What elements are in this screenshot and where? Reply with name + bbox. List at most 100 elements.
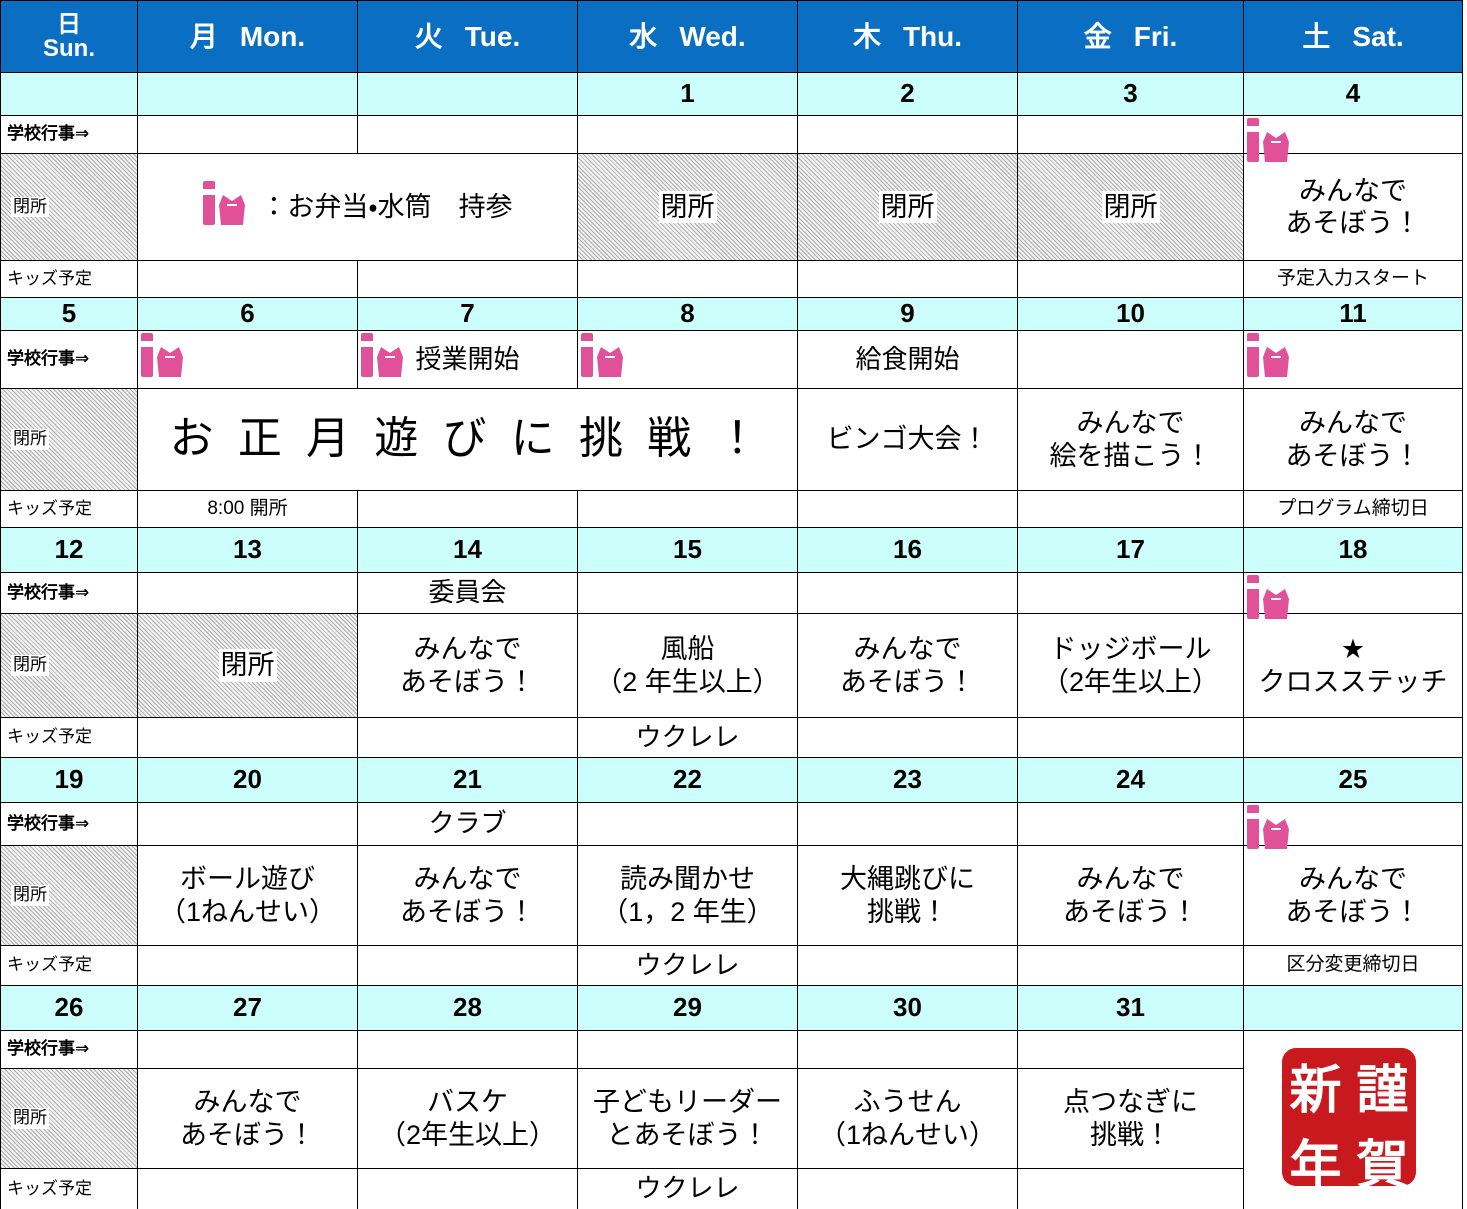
date: 22 [673,764,702,795]
school-cell: クラブ [357,802,578,846]
date: 4 [1345,78,1361,109]
school-cell [577,115,798,154]
main-cell: 風船 （2 年生以上） [577,613,798,718]
stamp-cell [1243,1030,1463,1209]
school-cell [577,330,798,389]
kids-cell [357,717,578,758]
row-label: キッズ予定 [0,260,138,298]
bottle [1247,118,1259,162]
date-cell [1243,985,1463,1031]
school-cell [577,572,798,614]
date-cell: 8 [577,297,798,331]
day-jp: 火 [414,20,443,52]
date-cell: 26 [0,985,138,1031]
date-cell: 15 [577,527,798,573]
school-text: 授業開始 [415,343,520,374]
main-cell: みんなで 絵を描こう！ [1017,388,1244,491]
kids-cell [1017,717,1244,758]
row-label: キッズ予定 [0,1168,138,1209]
date: 30 [893,992,922,1023]
row-label: 閉所 [0,613,138,718]
date-cell: 4 [1243,72,1463,116]
school-cell: 給食開始 [797,330,1018,389]
date-cell [0,72,138,116]
main-cell: みんなで あそぼう！ [1243,388,1463,491]
main-cell: バスケ （2年生以上） [357,1068,578,1169]
date: 18 [1338,534,1368,565]
main-text: みんなで あそぼう！ [1063,864,1198,927]
main-cell: 子どもリーダー とあそぼう！ [577,1068,798,1169]
date-cell: 16 [797,527,1018,573]
kids-cell [797,490,1018,528]
school-cell [1017,572,1244,614]
bottle [361,333,373,377]
kids-cell [137,717,358,758]
main-text: 閉所 [1101,190,1160,224]
kids-cell [137,945,358,986]
main-text: みんなで あそぼう！ [180,1087,315,1150]
date-cell: 5 [0,297,138,331]
date: 17 [1116,534,1145,565]
date-cell: 12 [0,527,138,573]
main-text: みんなで あそぼう！ [1285,864,1421,927]
day-en: Tue. [464,20,521,52]
bottle-band [203,189,216,196]
bundle [377,347,403,377]
main-text: 子どもリーダー とあそぼう！ [593,1087,782,1150]
date-cell: 21 [357,757,578,803]
main-text: ビンゴ大会！ [826,424,989,455]
kids-text: 区分変更締切日 [1286,954,1420,976]
school-cell [1243,115,1463,162]
school-cell [797,115,1018,154]
date-cell [137,72,358,116]
row-label: 学校行事⇒ [0,115,138,154]
date-cell [357,72,578,116]
date-cell: 23 [797,757,1018,803]
school-cell: 委員会 [357,572,578,614]
bento-icon [360,331,404,386]
bottle [141,333,153,377]
school-cell [797,572,1018,614]
row-label-text: 閉所 [11,196,49,218]
row-label-text: キッズ予定 [5,268,94,290]
new-year-stamp: 新謹年賀 [1282,1048,1416,1195]
date-cell: 20 [137,757,358,803]
main-text: ドッジボール （2年生以上） [1041,634,1220,697]
date-cell: 14 [357,527,578,573]
row-label: 学校行事⇒ [0,572,138,614]
kids-cell [797,945,1018,986]
bento-icon [140,331,184,386]
date-cell: 29 [577,985,798,1031]
school-cell [1017,802,1244,846]
school-cell [137,1030,358,1069]
kids-cell: 区分変更締切日 [1243,945,1463,986]
main-text: みんなで 絵を描こう！ [1049,408,1212,471]
row-label-text: キッズ予定 [5,955,94,976]
bundle [219,195,246,226]
main-cell: 大縄跳びに 挑戦！ [797,845,1018,946]
school-cell [577,802,798,846]
row-label-text: キッズ予定 [5,727,94,748]
day-en: Thu. [902,20,963,52]
stamp-char: 謹 [1356,1062,1409,1120]
date-cell: 17 [1017,527,1244,573]
header-cell: 水 Wed. [577,0,798,73]
kids-cell: プログラム締切日 [1243,490,1463,528]
main-cell: みんなで あそぼう！ [1017,845,1244,946]
main-cell: ビンゴ大会！ [797,388,1018,491]
kids-cell: ウクレレ [577,1168,798,1209]
date: 10 [1116,298,1145,329]
main-cell: お 正 月 遊 び に 挑 戦 ！ [137,388,798,491]
row-label: 閉所 [0,388,138,491]
bento-svg [1247,118,1289,162]
kids-text: ウクレレ [635,721,740,752]
date-cell: 31 [1017,985,1244,1031]
stamp-char: 年 [1289,1137,1342,1195]
date: 15 [673,534,702,565]
day-en: Sun. [43,34,95,62]
main-cell: みんなで あそぼう！ [797,613,1018,718]
stamp-char: 新 [1289,1062,1342,1120]
school-cell [797,802,1018,846]
kids-cell [137,1168,358,1209]
main-text: 閉所 [218,649,277,682]
